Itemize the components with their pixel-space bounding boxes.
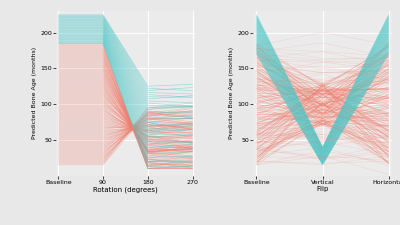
X-axis label: Rotation (degrees): Rotation (degrees) [93,186,158,193]
Y-axis label: Predicted Bone Age (months): Predicted Bone Age (months) [32,47,37,140]
X-axis label: Flip: Flip [316,186,329,192]
Y-axis label: Predicted Bone Age (months): Predicted Bone Age (months) [230,47,234,140]
